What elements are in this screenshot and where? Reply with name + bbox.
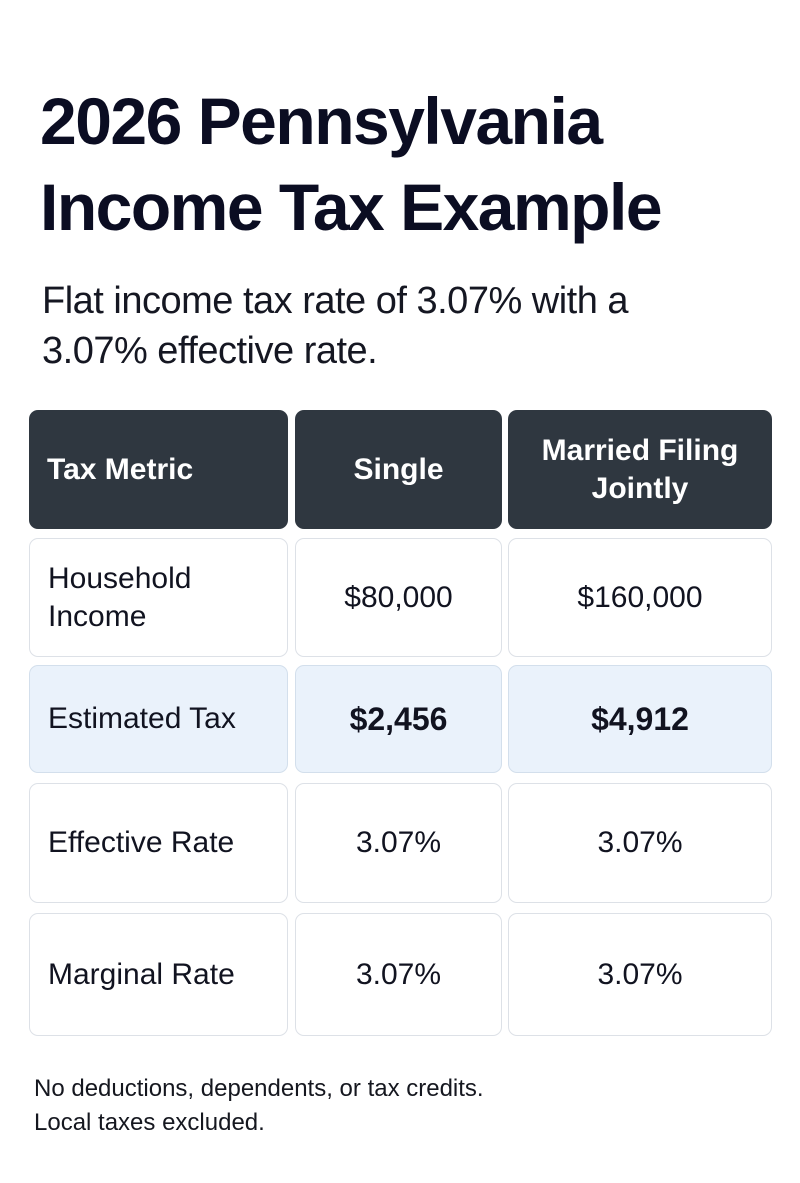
header-tax-metric: Tax Metric xyxy=(29,410,288,529)
row-marginal-rate-married: 3.07% xyxy=(508,913,772,1036)
row-household-income-single: $80,000 xyxy=(295,538,502,657)
page-subtitle: Flat income tax rate of 3.07% with a 3.0… xyxy=(42,276,762,376)
header-single: Single xyxy=(295,410,502,529)
row-marginal-rate-single: 3.07% xyxy=(295,913,502,1036)
page-subtitle-line-1: Flat income tax rate of 3.07% with a xyxy=(42,280,629,322)
row-estimated-tax-single: $2,456 xyxy=(295,665,502,773)
page-subtitle-line-2: 3.07% effective rate. xyxy=(42,330,378,372)
row-effective-rate-metric: Effective Rate xyxy=(29,783,288,903)
row-marginal-rate-metric: Marginal Rate xyxy=(29,913,288,1036)
table-cell: Household Income xyxy=(48,561,192,633)
footnote-line-2: Local taxes excluded. xyxy=(34,1109,265,1136)
row-household-income-metric: Household Income xyxy=(29,538,288,657)
page-title-line-1: 2026 Pennsylvania xyxy=(40,84,603,158)
row-effective-rate-married: 3.07% xyxy=(508,783,772,903)
page-title: 2026 Pennsylvania Income Tax Example xyxy=(40,78,770,250)
page-title-line-2: Income Tax Example xyxy=(40,170,663,244)
row-estimated-tax-metric: Estimated Tax xyxy=(29,665,288,773)
footnote: No deductions, dependents, or tax credit… xyxy=(34,1072,754,1140)
row-estimated-tax-married: $4,912 xyxy=(508,665,772,773)
header-married-filing-jointly-label: Married Filing Jointly xyxy=(541,433,739,505)
header-married-filing-jointly: Married Filing Jointly xyxy=(508,410,772,529)
row-household-income-married: $160,000 xyxy=(508,538,772,657)
row-effective-rate-single: 3.07% xyxy=(295,783,502,903)
footnote-line-1: No deductions, dependents, or tax credit… xyxy=(34,1075,484,1102)
